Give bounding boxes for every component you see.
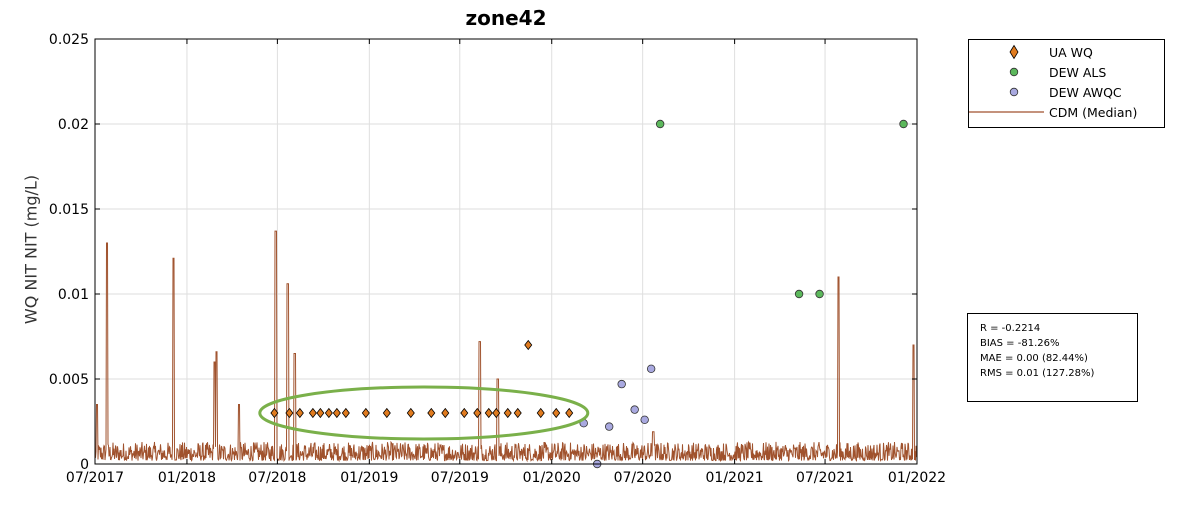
- x-tick-label: 07/2020: [614, 470, 672, 486]
- point-ua-wq: [270, 407, 279, 419]
- point-ua-wq: [460, 407, 469, 419]
- legend-item-dew-awqc: DEW AWQC: [969, 82, 1164, 102]
- point-ua-wq: [536, 407, 545, 419]
- chart-title: zone42: [465, 6, 547, 30]
- point-ua-wq: [503, 407, 512, 419]
- stat-r: R = -0.2214: [980, 323, 1041, 334]
- x-tick-label: 07/2019: [431, 470, 489, 486]
- line-marker-icon: [969, 111, 1044, 113]
- grid: [94, 38, 918, 465]
- diamond-marker-icon: [1009, 44, 1019, 60]
- y-axis-label: WQ NIT NIT (mg/L): [21, 174, 41, 325]
- stat-rms: RMS = 0.01 (127.28%): [980, 368, 1095, 379]
- point-dew-als: [794, 289, 804, 299]
- point-dew-awqc: [640, 415, 649, 424]
- annotation-layer: [258, 385, 590, 441]
- point-dew-awqc: [617, 379, 626, 389]
- point-dew-als: [655, 119, 665, 129]
- x-tick-label: 01/2021: [706, 470, 764, 486]
- legend: UA WQ DEW ALS DEW AWQC CDM (Median): [968, 39, 1165, 128]
- circle-marker-icon: [1009, 67, 1019, 77]
- x-tick-label: 01/2018: [158, 470, 216, 486]
- legend-item-dew-als: DEW ALS: [969, 62, 1164, 82]
- point-ua-wq: [308, 407, 317, 419]
- y-tick-label: 0.02: [58, 117, 89, 133]
- point-ua-wq: [427, 407, 436, 419]
- point-ua-wq: [473, 407, 482, 419]
- point-ua-wq: [361, 407, 370, 419]
- x-tick-label: 01/2019: [340, 470, 398, 486]
- point-ua-wq: [524, 339, 533, 351]
- legend-label: CDM (Median): [1049, 105, 1138, 120]
- point-ua-wq: [324, 407, 333, 419]
- point-ua-wq: [332, 407, 341, 419]
- point-ua-wq: [382, 407, 391, 419]
- y-tick-label: 0.025: [49, 32, 89, 48]
- legend-label: DEW AWQC: [1049, 85, 1122, 100]
- x-tick-label: 01/2022: [888, 470, 946, 486]
- series-cdm-median: [94, 230, 918, 463]
- point-ua-wq: [285, 407, 294, 419]
- point-dew-als: [815, 289, 824, 299]
- legend-label: UA WQ: [1049, 45, 1093, 60]
- point-ua-wq: [492, 407, 501, 419]
- point-ua-wq: [565, 407, 574, 419]
- point-ua-wq: [513, 407, 522, 419]
- stat-bias: BIAS = -81.26%: [980, 338, 1060, 349]
- point-ua-wq: [316, 407, 325, 419]
- stats-box: R = -0.2214 BIAS = -81.26% MAE = 0.00 (8…: [967, 313, 1138, 402]
- stat-mae: MAE = 0.00 (82.44%): [980, 353, 1088, 364]
- point-ua-wq: [341, 407, 350, 419]
- x-tick-label: 01/2020: [523, 470, 581, 486]
- y-tick-label: 0.005: [49, 372, 89, 388]
- plot-frame: [94, 38, 918, 465]
- x-tick-label: 07/2018: [248, 470, 306, 486]
- cdm-median-line: [94, 230, 918, 463]
- point-ua-wq: [441, 407, 450, 419]
- point-ua-wq: [406, 407, 415, 419]
- y-tick-label: 0.015: [49, 202, 89, 218]
- point-ua-wq: [552, 407, 561, 419]
- point-dew-awqc: [646, 364, 656, 373]
- ticks-layer: 07/2017 01/2018 07/2018 01/2019 07/2019 01/20…: [49, 32, 946, 486]
- point-dew-als: [899, 119, 908, 129]
- circle-marker-icon: [1009, 87, 1019, 97]
- points-layer: [270, 119, 908, 469]
- x-tick-label: 07/2017: [66, 470, 124, 486]
- point-dew-awqc: [630, 405, 639, 414]
- y-tick-label: 0: [80, 457, 89, 473]
- point-ua-wq: [295, 407, 304, 419]
- annotation-ellipse: [258, 385, 590, 441]
- x-tick-label: 07/2021: [796, 470, 854, 486]
- point-ua-wq: [484, 407, 493, 419]
- legend-item-ua-wq: UA WQ: [969, 42, 1164, 62]
- point-dew-awqc: [604, 422, 614, 431]
- legend-label: DEW ALS: [1049, 65, 1107, 80]
- legend-item-cdm-median: CDM (Median): [969, 102, 1164, 122]
- y-tick-label: 0.01: [58, 287, 89, 303]
